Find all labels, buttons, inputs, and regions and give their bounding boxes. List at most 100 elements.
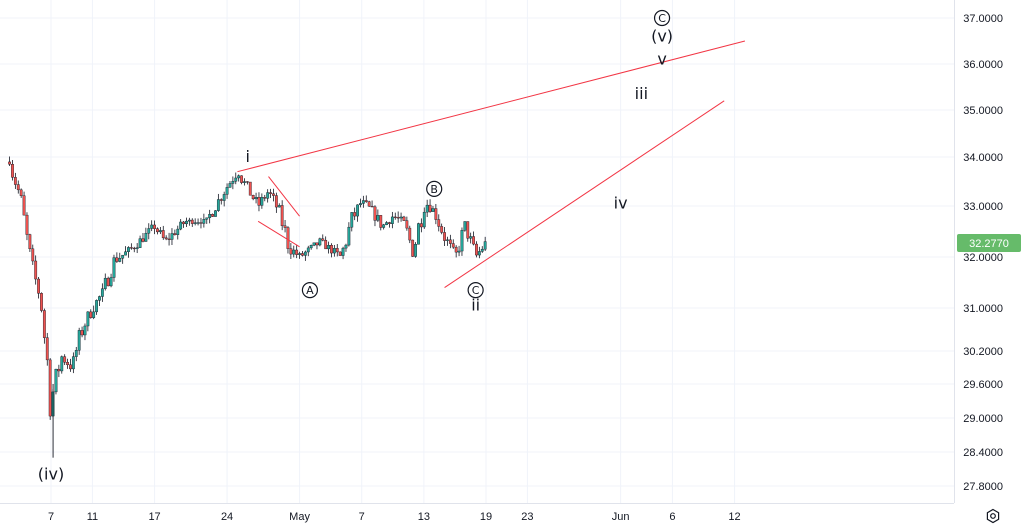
candle-body	[483, 241, 487, 250]
candle-body	[306, 247, 310, 253]
candle-body	[179, 221, 183, 230]
candle-body	[266, 192, 270, 199]
wave-label: C	[658, 12, 666, 25]
candle-body	[193, 222, 197, 224]
y-tick-label: 30.2000	[963, 346, 1003, 358]
wave-label: i	[246, 147, 250, 166]
candle-body	[127, 247, 130, 252]
candle-body	[245, 181, 249, 183]
candle-body	[138, 238, 142, 248]
candle-body	[367, 201, 371, 207]
candle-body	[457, 250, 461, 253]
candle-body	[112, 257, 116, 278]
candle-body	[411, 239, 415, 257]
candle-body	[361, 200, 365, 204]
candle-body	[214, 210, 217, 217]
candle-body	[54, 368, 58, 393]
candle-body	[428, 204, 432, 212]
candle-body	[57, 368, 61, 372]
candle-body	[390, 216, 394, 224]
last-price-badge-bg	[957, 234, 1021, 252]
candle-body	[263, 197, 267, 199]
candle-body	[370, 205, 374, 208]
wave-label-circle	[653, 9, 671, 27]
candle-body	[303, 251, 307, 256]
candle-body	[45, 337, 49, 361]
candle-body	[393, 216, 397, 218]
trendlines	[237, 40, 746, 289]
candle-body	[100, 288, 104, 297]
candle-body	[425, 204, 429, 213]
candle-body	[318, 238, 322, 246]
trendline[interactable]	[237, 40, 746, 173]
candle-body	[477, 251, 481, 256]
y-tick-label: 34.0000	[963, 152, 1003, 164]
candle-body	[327, 245, 330, 250]
candle-body	[341, 247, 345, 256]
candle-body	[463, 221, 467, 231]
candle-body	[376, 215, 380, 221]
settings-button[interactable]	[982, 505, 1004, 527]
wave-label: iv	[614, 194, 628, 213]
candle-body	[277, 205, 281, 208]
time-axis[interactable]: 7 11 17 24 May 7 13 19 23 Jun 6 12	[48, 511, 741, 523]
candle-body	[63, 356, 67, 363]
wave-label: C	[472, 284, 480, 297]
candle-body	[315, 242, 319, 246]
candle-body	[77, 330, 81, 351]
candle-body	[185, 220, 188, 225]
candles	[8, 156, 487, 458]
y-tick-label: 29.0000	[963, 413, 1003, 425]
trendline[interactable]	[257, 220, 300, 248]
candle-body	[89, 311, 93, 318]
candle-body	[80, 330, 84, 336]
candle-body	[269, 192, 272, 194]
candle-body	[95, 300, 98, 313]
candle-body	[469, 236, 473, 239]
candle-body	[344, 244, 348, 249]
wave-label-circle	[467, 282, 484, 299]
candle-body	[92, 311, 96, 318]
y-tick-label: 36.0000	[963, 59, 1003, 71]
wave-label: v	[657, 49, 666, 68]
wave-label: (iv)	[38, 465, 64, 484]
x-tick-label: 17	[148, 511, 160, 523]
candle-body	[98, 296, 101, 301]
candle-body	[103, 277, 107, 289]
candle-body	[86, 311, 90, 327]
candle-body	[356, 204, 359, 217]
candle-body	[402, 216, 406, 221]
candle-body	[289, 248, 293, 255]
candle-body	[11, 164, 14, 178]
x-tick-label: 24	[221, 511, 233, 523]
candle-body	[382, 224, 386, 228]
candle-body	[254, 197, 258, 200]
x-tick-label: 23	[521, 511, 533, 523]
trendline[interactable]	[444, 100, 725, 289]
candle-body	[19, 189, 23, 196]
candle-body	[414, 244, 417, 257]
candle-body	[301, 253, 304, 256]
candle-body	[260, 197, 264, 206]
candle-body	[170, 233, 174, 240]
x-tick-label: 6	[669, 511, 675, 523]
wave-label: iii	[635, 84, 648, 103]
price-axis[interactable]: 37.0000 36.0000 35.0000 34.0000 33.0000 32.00…	[963, 13, 1003, 493]
candle-body	[480, 248, 484, 252]
wave-label: B	[430, 183, 438, 196]
candle-body	[332, 248, 336, 254]
candle-body	[83, 325, 87, 336]
candle-body	[199, 222, 203, 224]
trendline[interactable]	[268, 176, 300, 217]
x-tick-label: 7	[359, 511, 365, 523]
candle-body	[109, 277, 113, 287]
candle-body	[454, 246, 458, 253]
candle-body	[121, 254, 125, 259]
candle-body	[272, 193, 275, 196]
candle-body	[460, 230, 464, 252]
candle-body	[225, 187, 229, 195]
candle-body	[118, 258, 122, 262]
candle-body	[22, 195, 26, 216]
candle-body	[240, 175, 243, 183]
